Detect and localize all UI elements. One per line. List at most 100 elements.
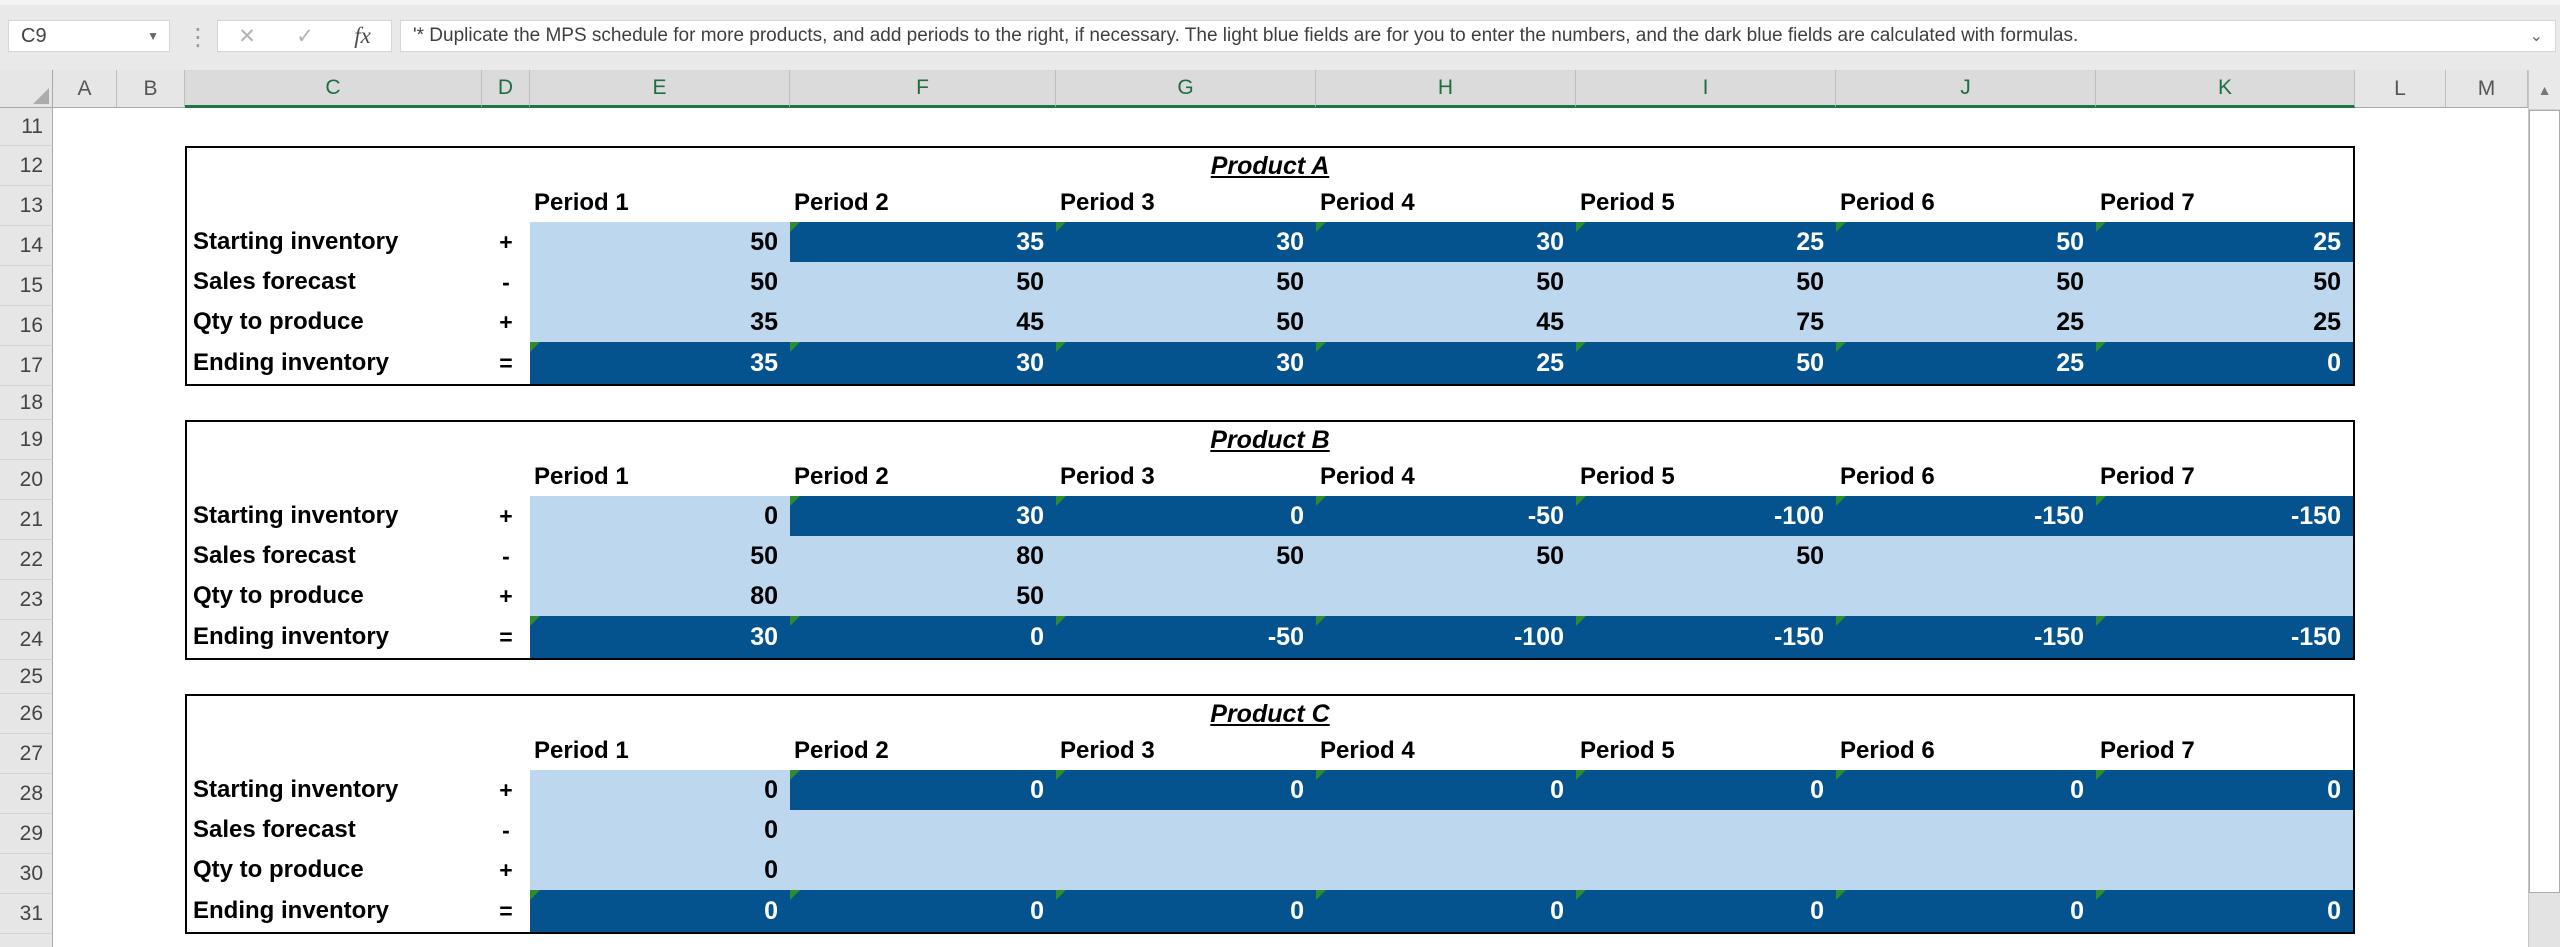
formula-bar-expand-icon[interactable]: ⌄ [2529,28,2543,45]
input-cell[interactable] [2096,536,2353,576]
formula-cell[interactable]: 0 [790,616,1056,658]
input-cell[interactable]: 50 [1316,262,1576,302]
input-cell[interactable]: 50 [1056,536,1316,576]
input-cell[interactable]: 0 [530,810,790,850]
period-header-cell[interactable]: Period 7 [2100,189,2195,216]
period-header-cell[interactable]: Period 5 [1580,463,1675,490]
sign-cell[interactable]: + [499,228,513,255]
formula-cell[interactable]: 0 [1316,770,1576,810]
cancel-icon[interactable]: ✕ [238,24,256,48]
empty-cell[interactable] [482,184,530,222]
formula-cell[interactable]: 0 [1316,890,1576,932]
input-cell[interactable] [1836,810,2096,850]
formula-cell[interactable]: -100 [1576,496,1836,536]
period-header-cell[interactable]: Period 1 [534,463,629,490]
row-label-cell[interactable]: Starting inventory [193,776,399,803]
formula-cell[interactable]: 50 [1836,222,2096,262]
formula-cell[interactable]: 0 [2096,342,2353,384]
product-title-cell[interactable]: Product B [1210,425,1330,454]
sign-cell[interactable]: - [502,542,510,569]
row-label-cell[interactable]: Starting inventory [193,502,399,529]
period-header-cell[interactable]: Period 4 [1320,463,1415,490]
formula-cell[interactable]: -50 [1316,496,1576,536]
input-cell[interactable]: 50 [1836,262,2096,302]
row-label-cell[interactable]: Qty to produce [193,856,364,883]
row-header-23[interactable]: 23 [0,580,53,620]
period-header-cell[interactable]: Period 2 [794,737,889,764]
input-cell[interactable]: 50 [530,222,790,262]
empty-cell[interactable] [482,732,530,770]
sign-cell[interactable]: - [502,816,510,843]
row-header-27[interactable]: 27 [0,734,53,774]
formula-cell[interactable]: 0 [790,890,1056,932]
formula-cell[interactable]: -150 [1836,496,2096,536]
row-label-cell[interactable]: Qty to produce [193,582,364,609]
period-header-cell[interactable]: Period 3 [1060,189,1155,216]
formula-cell[interactable]: 25 [1316,342,1576,384]
column-header-G[interactable]: G [1056,70,1316,108]
input-cell[interactable]: 45 [790,302,1056,342]
sign-cell[interactable]: + [499,308,513,335]
formula-cell[interactable]: 0 [2096,890,2353,932]
sign-cell[interactable]: + [499,856,513,883]
row-header-32-partial[interactable] [0,934,53,947]
input-cell[interactable]: 80 [530,576,790,616]
empty-cell[interactable] [187,184,482,222]
row-header-17[interactable]: 17 [0,346,53,386]
row-header-24[interactable]: 24 [0,620,53,660]
input-cell[interactable]: 75 [1576,302,1836,342]
input-cell[interactable] [2096,850,2353,890]
formula-cell[interactable]: 25 [1836,342,2096,384]
product-title-cell[interactable]: Product C [1210,699,1330,728]
row-header-31[interactable]: 31 [0,894,53,934]
column-header-L[interactable]: L [2355,70,2446,108]
input-cell[interactable] [1576,810,1836,850]
formula-cell[interactable]: 0 [790,770,1056,810]
row-header-14[interactable]: 14 [0,226,53,266]
sign-cell[interactable]: - [502,268,510,295]
period-header-cell[interactable]: Period 1 [534,737,629,764]
input-cell[interactable] [2096,576,2353,616]
period-header-cell[interactable]: Period 2 [794,189,889,216]
input-cell[interactable]: 45 [1316,302,1576,342]
row-header-25[interactable]: 25 [0,660,53,694]
sign-cell[interactable]: + [499,502,513,529]
row-label-cell[interactable]: Ending inventory [193,897,390,924]
period-header-cell[interactable]: Period 4 [1320,737,1415,764]
column-header-F[interactable]: F [790,70,1056,108]
row-header-11[interactable]: 11 [0,108,53,146]
row-header-12[interactable]: 12 [0,146,53,186]
row-header-15[interactable]: 15 [0,266,53,306]
row-header-20[interactable]: 20 [0,460,53,500]
input-cell[interactable]: 50 [530,536,790,576]
vertical-scrollbar[interactable]: ▲ [2528,70,2560,947]
row-header-13[interactable]: 13 [0,186,53,226]
input-cell[interactable] [1836,536,2096,576]
row-header-18[interactable]: 18 [0,386,53,420]
period-header-cell[interactable]: Period 5 [1580,737,1675,764]
formula-cell[interactable]: 0 [1836,890,2096,932]
formula-cell[interactable]: 0 [1056,496,1316,536]
input-cell[interactable] [1316,810,1576,850]
formula-cell[interactable]: 30 [790,342,1056,384]
period-header-cell[interactable]: Period 4 [1320,189,1415,216]
formula-cell[interactable]: 0 [1836,770,2096,810]
row-label-cell[interactable]: Sales forecast [193,542,356,569]
empty-cell[interactable] [482,458,530,496]
column-header-H[interactable]: H [1316,70,1576,108]
period-header-cell[interactable]: Period 3 [1060,737,1155,764]
input-cell[interactable]: 25 [1836,302,2096,342]
column-header-I[interactable]: I [1576,70,1836,108]
period-header-cell[interactable]: Period 7 [2100,737,2195,764]
input-cell[interactable]: 50 [790,576,1056,616]
formula-cell[interactable]: 30 [1316,222,1576,262]
column-header-M[interactable]: M [2446,70,2528,108]
formula-cell[interactable]: -150 [2096,616,2353,658]
column-header-A[interactable]: A [53,70,117,108]
input-cell[interactable]: 50 [1316,536,1576,576]
row-header-21[interactable]: 21 [0,500,53,540]
select-all-button[interactable] [0,70,53,108]
sign-cell[interactable]: + [499,776,513,803]
row-header-22[interactable]: 22 [0,540,53,580]
period-header-cell[interactable]: Period 2 [794,463,889,490]
